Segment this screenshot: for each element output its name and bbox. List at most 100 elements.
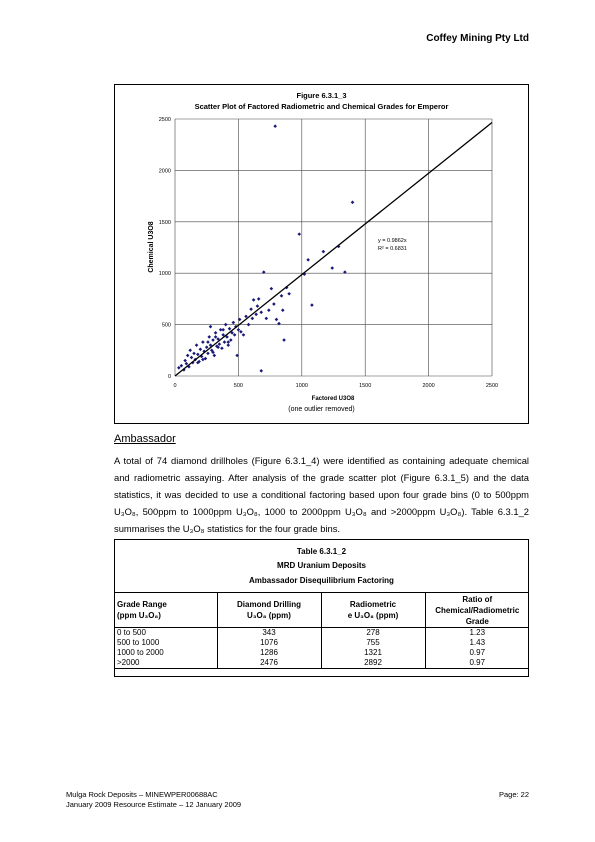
data-point bbox=[256, 297, 261, 301]
data-point bbox=[226, 343, 231, 347]
company-name: Coffey Mining Pty Ltd bbox=[426, 33, 529, 44]
x-tick-label: 2500 bbox=[486, 383, 498, 389]
table-row: >2000 2476 2892 0.97 bbox=[114, 658, 529, 669]
data-point bbox=[222, 340, 227, 344]
figure-title-block: Figure 6.3.1_3 Scatter Plot of Factored … bbox=[114, 90, 529, 112]
data-point bbox=[297, 232, 302, 236]
data-point bbox=[255, 304, 260, 308]
y-tick-label: 2500 bbox=[159, 117, 171, 123]
data-point bbox=[212, 353, 217, 358]
y-tick-labels: 0 500 1000 1500 2000 2500 bbox=[159, 117, 171, 380]
data-point bbox=[211, 338, 215, 342]
data-point bbox=[277, 321, 281, 326]
data-point bbox=[287, 291, 291, 296]
y-axis-label: Chemical U3O8 bbox=[148, 221, 155, 272]
data-point bbox=[204, 345, 209, 350]
trendline bbox=[174, 122, 493, 377]
data-point bbox=[231, 320, 236, 325]
table-row: 1000 to 2000 1286 1321 0.97 bbox=[114, 648, 529, 658]
chart-grid bbox=[174, 118, 493, 377]
disequilibrium-table: Grade Range (ppm U₃O₈) Diamond Drilling U₃… bbox=[114, 592, 529, 669]
y-tick-label: 1000 bbox=[159, 271, 171, 277]
x-tick-label: 2000 bbox=[422, 383, 434, 389]
data-point bbox=[236, 327, 241, 332]
data-point bbox=[330, 266, 335, 270]
data-point bbox=[206, 340, 210, 344]
figure-number: Figure 6.3.1_3 bbox=[296, 91, 347, 100]
data-point bbox=[269, 286, 274, 291]
data-point bbox=[273, 124, 277, 128]
section-heading: Ambassador bbox=[114, 433, 176, 445]
data-point bbox=[201, 357, 205, 362]
x-tick-labels: 0 500 1000 1500 2000 2500 bbox=[173, 383, 498, 389]
data-point bbox=[227, 326, 232, 331]
data-point bbox=[237, 317, 242, 322]
data-point bbox=[259, 310, 264, 315]
data-point bbox=[221, 327, 225, 332]
data-point bbox=[254, 312, 258, 317]
data-point bbox=[208, 324, 213, 329]
header-grade-range: Grade Range (ppm U₃O₈) bbox=[114, 592, 217, 628]
data-point bbox=[192, 351, 196, 356]
data-point bbox=[216, 337, 220, 341]
data-point bbox=[250, 316, 255, 321]
footer-line-1: Mulga Rock Deposits – MINEWPER00688AC bbox=[66, 790, 218, 799]
y-tick-label: 2000 bbox=[159, 168, 171, 174]
data-point bbox=[310, 303, 314, 307]
data-point bbox=[220, 346, 224, 351]
data-point bbox=[272, 302, 276, 306]
data-point bbox=[198, 347, 203, 352]
y-tick-label: 1500 bbox=[159, 220, 171, 226]
data-point bbox=[213, 335, 218, 339]
data-point bbox=[225, 335, 229, 339]
table-row: 500 to 1000 1076 755 1.43 bbox=[114, 638, 529, 648]
table-subtitle: MRD Uranium Deposits bbox=[277, 561, 366, 570]
data-point bbox=[336, 244, 341, 249]
data-points bbox=[177, 124, 355, 373]
data-point bbox=[350, 200, 355, 205]
data-point bbox=[267, 308, 271, 313]
data-point bbox=[213, 331, 218, 335]
table-number: Table 6.3.1_2 bbox=[296, 547, 347, 556]
data-point bbox=[189, 355, 194, 360]
trendline-r2: R² = 0.6831 bbox=[378, 246, 407, 252]
data-point bbox=[261, 270, 266, 274]
data-point bbox=[343, 270, 347, 274]
x-tick-label: 500 bbox=[234, 383, 243, 389]
header-ratio: Ratio of Chemical/Radiometric Grade bbox=[424, 592, 529, 628]
data-point bbox=[183, 358, 187, 363]
data-point bbox=[201, 340, 205, 344]
x-tick-label: 1000 bbox=[296, 383, 308, 389]
y-tick-label: 0 bbox=[168, 374, 171, 380]
data-point bbox=[251, 298, 256, 302]
data-point bbox=[177, 365, 181, 370]
page-number: Page: 22 bbox=[498, 790, 529, 799]
figure-title: Scatter Plot of Factored Radiometric and… bbox=[194, 102, 449, 111]
data-point bbox=[280, 308, 285, 313]
header-diamond-drilling: Diamond Drilling U₃O₈ (ppm) bbox=[216, 592, 321, 628]
data-point bbox=[259, 369, 264, 373]
footer-line-2: January 2009 Resource Estimate – 12 Janu… bbox=[66, 800, 242, 809]
x-tick-label: 1500 bbox=[359, 383, 371, 389]
data-point bbox=[215, 344, 219, 348]
data-point bbox=[188, 348, 193, 353]
data-point bbox=[274, 317, 279, 322]
data-point bbox=[230, 331, 234, 335]
data-point bbox=[208, 343, 213, 347]
table-header-row: Grade Range (ppm U₃O₈) Diamond Drilling U₃… bbox=[114, 592, 529, 628]
data-point bbox=[239, 329, 243, 334]
data-point bbox=[179, 363, 184, 368]
data-point bbox=[206, 351, 210, 356]
data-point bbox=[184, 361, 189, 366]
data-point bbox=[228, 338, 233, 342]
data-point bbox=[282, 338, 286, 342]
data-point bbox=[203, 356, 208, 361]
data-point bbox=[232, 333, 237, 337]
data-point bbox=[249, 307, 253, 311]
data-point bbox=[196, 360, 200, 365]
table-title: Ambassador Disequilibrium Factoring bbox=[249, 576, 394, 585]
data-point bbox=[246, 322, 251, 327]
data-point bbox=[321, 249, 326, 254]
figure-frame bbox=[114, 84, 529, 424]
table-row: 0 to 500 343 278 1.23 bbox=[114, 627, 529, 638]
